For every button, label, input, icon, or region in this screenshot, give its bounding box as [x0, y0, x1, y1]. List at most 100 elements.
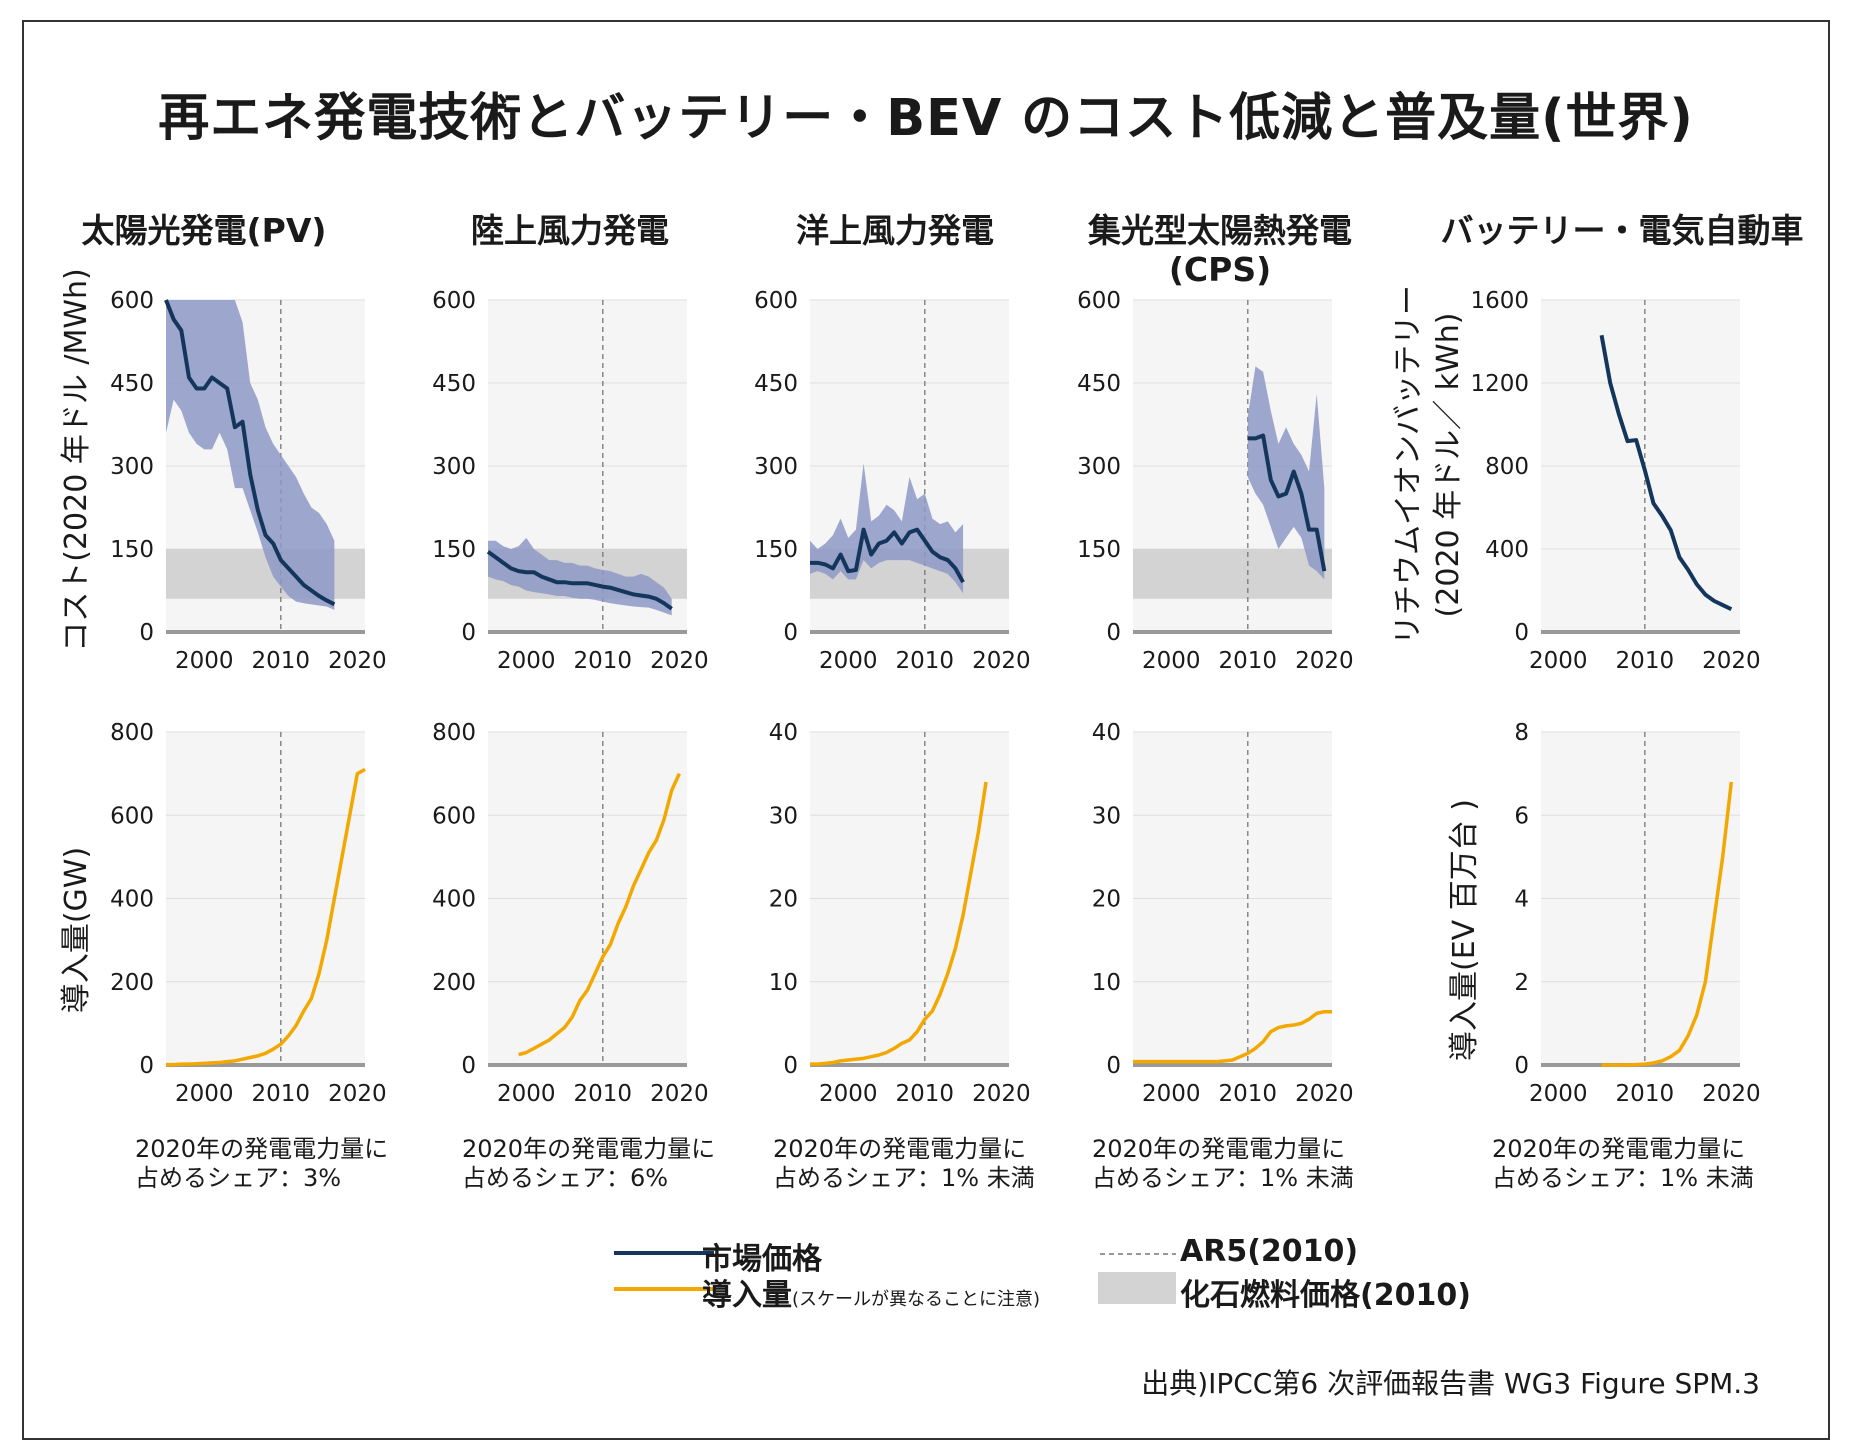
panel-5-ytick-label: 800	[1485, 454, 1529, 480]
panel-1-price-line	[164, 299, 336, 607]
panel-8-ytick-label: 20	[769, 887, 798, 913]
share-onshore-wind: 2020年の発電電力量に 占めるシェア：6%	[462, 1135, 716, 1192]
panel-10-ytick-label: 2	[1514, 970, 1529, 996]
panel-5-ytick-label: 0	[1514, 620, 1529, 646]
panel-6-ytick-label: 400	[110, 887, 154, 913]
panel-4-fossil-band	[1133, 549, 1332, 599]
legend-price-label: 市場価格	[702, 1242, 822, 1277]
panel-7-install-line	[518, 772, 681, 1057]
panel-9-ytick-label: 30	[1092, 803, 1121, 829]
legend-install-text: 導入量	[702, 1278, 792, 1313]
panel-3-xtick-label: 2000	[819, 648, 878, 674]
panel-4-ytick-label: 450	[1077, 371, 1121, 397]
panel-6-ytick-label: 800	[110, 720, 154, 746]
cost-axis-title: コスト(2020 年ドル /MWh)	[59, 268, 94, 652]
panel-6-ytick-label: 0	[139, 1053, 154, 1079]
panel-4-ytick-label: 150	[1077, 537, 1121, 563]
panel-10-ytick-label: 0	[1514, 1053, 1529, 1079]
panel-2-ytick-label: 300	[432, 454, 476, 480]
column-title-offshore-wind: 洋上風力発電	[796, 211, 994, 250]
panel-5-price-line	[1599, 334, 1733, 611]
panel-4-ytick-label: 0	[1106, 620, 1121, 646]
panel-4-uncertainty-band	[1247, 366, 1325, 580]
legend-install-label: 導入量(スケールが異なることに注意)	[702, 1270, 1040, 1314]
panel-5-ytick-label: 1200	[1470, 371, 1529, 397]
ev-axis-title: 導入量(EV 百万台 )	[1447, 799, 1482, 1061]
panel-2-ytick-label: 0	[461, 620, 476, 646]
panel-8-ytick-label: 10	[769, 970, 798, 996]
column-title-battery-ev: バッテリー・電気自動車	[1440, 211, 1804, 250]
panel-4-xtick-label: 2010	[1219, 648, 1278, 674]
column-title-pv: 太陽光発電(PV)	[81, 211, 327, 250]
panel-6-xtick-label: 2000	[175, 1081, 234, 1107]
panel-2-uncertainty-band	[488, 537, 672, 616]
legend-ar5-label: AR5(2010)	[1180, 1234, 1359, 1269]
panel-10-install-line	[1601, 781, 1734, 1067]
legend-install-note: (スケールが異なることに注意)	[792, 1289, 1041, 1310]
panel-2-ytick-label: 450	[432, 371, 476, 397]
panel-1-ytick-label: 0	[139, 620, 154, 646]
panel-1-xtick-label: 2010	[252, 648, 311, 674]
panel-8-ytick-label: 40	[769, 720, 798, 746]
panel-1-ytick-label: 300	[110, 454, 154, 480]
legend-swatches	[614, 1251, 714, 1291]
panel-5-ytick-label: 1600	[1470, 288, 1529, 314]
panel-2-xtick-label: 2020	[650, 648, 709, 674]
panel-10-xtick-label: 2000	[1529, 1081, 1588, 1107]
panel-8-install-line	[810, 781, 988, 1066]
panel-10-xtick-label: 2020	[1702, 1081, 1761, 1107]
panel-7-ytick-label: 0	[461, 1053, 476, 1079]
panel-1-ytick-label: 150	[110, 537, 154, 563]
panel-6-xtick-label: 2020	[328, 1081, 387, 1107]
figure-frame	[22, 20, 1830, 1440]
panel-8-ytick-label: 0	[783, 1053, 798, 1079]
share-csp: 2020年の発電電力量に 占めるシェア：1% 未満	[1092, 1135, 1354, 1192]
figure-title: 再エネ発電技術とバッテリー・BEV のコスト低減と普及量(世界)	[158, 89, 1694, 148]
panel-8-xtick-label: 2020	[972, 1081, 1031, 1107]
panel-5-xtick-label: 2000	[1529, 648, 1588, 674]
panel-8-ytick-label: 30	[769, 803, 798, 829]
panel-5-ytick-label: 400	[1485, 537, 1529, 563]
panel-2-xtick-label: 2010	[574, 648, 633, 674]
panel-9-ytick-label: 0	[1106, 1053, 1121, 1079]
panel-3-ytick-label: 450	[754, 371, 798, 397]
panel-3-ytick-label: 0	[783, 620, 798, 646]
panel-3-ytick-label: 300	[754, 454, 798, 480]
panel-1-ytick-label: 600	[110, 288, 154, 314]
panel-7-ytick-label: 400	[432, 887, 476, 913]
panel-1-ytick-label: 450	[110, 371, 154, 397]
panel-1-uncertainty-band	[166, 300, 335, 610]
panel-3-ytick-label: 150	[754, 537, 798, 563]
panel-6-xtick-label: 2010	[252, 1081, 311, 1107]
panel-2-ytick-label: 600	[432, 288, 476, 314]
column-title-onshore-wind: 陸上風力発電	[471, 211, 669, 250]
panel-4-xtick-label: 2000	[1142, 648, 1201, 674]
panel-10-ytick-label: 4	[1514, 887, 1529, 913]
panel-7-xtick-label: 2010	[574, 1081, 633, 1107]
legend-fossil-swatch	[1098, 1272, 1176, 1304]
panel-4-price-line	[1247, 433, 1327, 572]
panel-3-ytick-label: 600	[754, 288, 798, 314]
panel-9-xtick-label: 2020	[1295, 1081, 1354, 1107]
panel-6-install-line	[166, 767, 366, 1067]
panel-9-ytick-label: 10	[1092, 970, 1121, 996]
panel-2-price-line	[486, 550, 673, 611]
panel-3-xtick-label: 2010	[896, 648, 955, 674]
panel-9-install-line	[1133, 1009, 1332, 1064]
panel-8-xtick-label: 2000	[819, 1081, 878, 1107]
panel-7-ytick-label: 800	[432, 720, 476, 746]
panel-10-xtick-label: 2010	[1616, 1081, 1675, 1107]
panel-1-xtick-label: 2000	[175, 648, 234, 674]
panel-7-ytick-label: 200	[432, 970, 476, 996]
panel-3-uncertainty-band	[810, 463, 964, 594]
panel-6-ytick-label: 600	[110, 803, 154, 829]
panel-10-ytick-label: 6	[1514, 803, 1529, 829]
panel-7-xtick-label: 2020	[650, 1081, 709, 1107]
panel-4-xtick-label: 2020	[1295, 648, 1354, 674]
panel-2-ytick-label: 150	[432, 537, 476, 563]
legend-ar5-fossil-swatches	[1098, 1253, 1176, 1304]
share-pv: 2020年の発電電力量に 占めるシェア：3%	[135, 1135, 389, 1192]
legend-fossil-label: 化石燃料価格(2010)	[1180, 1278, 1471, 1313]
source-credit: 出典)IPCC第6 次評価報告書 WG3 Figure SPM.3	[1141, 1367, 1760, 1400]
